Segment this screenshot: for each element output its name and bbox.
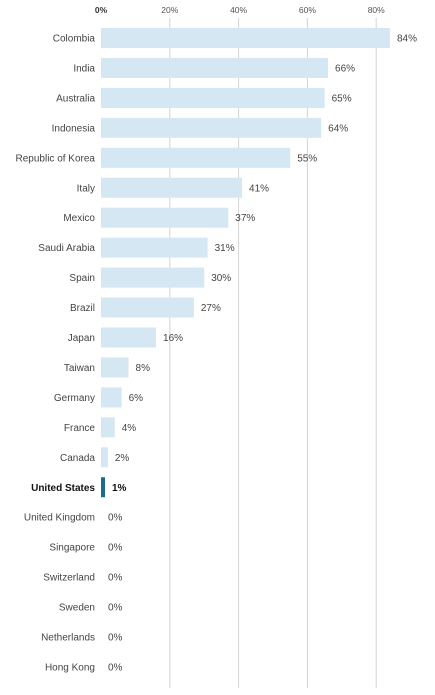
value-label: 6%	[129, 393, 144, 404]
bar	[101, 117, 322, 138]
bar	[101, 297, 194, 318]
category-label: Spain	[69, 273, 95, 284]
value-label: 0%	[108, 603, 123, 614]
value-label: 55%	[297, 153, 317, 164]
value-label: 1%	[112, 483, 127, 494]
bar	[101, 477, 105, 498]
value-label: 0%	[108, 633, 123, 644]
bar	[101, 207, 229, 228]
value-label: 66%	[335, 63, 355, 74]
category-label: Canada	[60, 453, 95, 464]
category-label: Brazil	[70, 303, 95, 314]
value-label: 41%	[249, 183, 269, 194]
value-label: 2%	[115, 453, 130, 464]
category-label: India	[73, 63, 95, 74]
value-label: 8%	[136, 363, 151, 374]
value-label: 0%	[108, 662, 123, 673]
x-tick-label: 60%	[299, 5, 316, 15]
category-label: France	[64, 423, 96, 434]
value-label: 0%	[108, 543, 123, 554]
category-label: Sweden	[59, 603, 95, 614]
value-labels: 84% 66% 65% 64% 55% 41% 37% 31% 30% 27% 16% 8% 6% 4% 2…	[108, 34, 417, 674]
value-label: 64%	[328, 123, 348, 134]
category-label: Indonesia	[52, 123, 96, 134]
bar	[101, 147, 291, 168]
value-label: 30%	[211, 273, 231, 284]
bar	[101, 357, 129, 378]
x-tick-label: 40%	[230, 5, 247, 15]
category-label: United Kingdom	[24, 513, 95, 524]
bar	[101, 327, 157, 348]
x-tick-label: 80%	[368, 5, 385, 15]
bar	[101, 237, 208, 258]
bar	[101, 28, 390, 48]
bar	[101, 267, 205, 288]
category-label: Hong Kong	[45, 662, 95, 673]
x-axis-ticks: 0% 20% 40% 60% 80%	[95, 5, 385, 15]
category-label: Italy	[77, 183, 95, 194]
bar	[101, 417, 115, 438]
category-label: Switzerland	[43, 573, 95, 584]
category-label: Mexico	[63, 213, 95, 224]
value-label: 65%	[332, 93, 352, 104]
value-label: 4%	[122, 423, 137, 434]
value-label: 27%	[201, 303, 221, 314]
value-label: 37%	[235, 213, 255, 224]
bars	[101, 28, 390, 498]
category-label: Republic of Korea	[16, 153, 96, 164]
category-label: Saudi Arabia	[38, 243, 95, 254]
category-label: Germany	[54, 393, 95, 404]
bar	[101, 87, 325, 108]
value-label: 0%	[108, 573, 123, 584]
value-label: 16%	[163, 333, 183, 344]
category-label: United States	[31, 483, 95, 494]
category-labels: Colombia India Australia Indonesia Republic …	[16, 34, 96, 674]
value-label: 31%	[215, 243, 235, 254]
category-label: Singapore	[49, 543, 95, 554]
category-label: Australia	[56, 93, 95, 104]
category-label: Japan	[68, 333, 95, 344]
x-tick-label: 20%	[161, 5, 178, 15]
value-label: 84%	[397, 34, 417, 45]
bar	[101, 57, 329, 78]
value-label: 0%	[108, 513, 123, 524]
category-label: Colombia	[53, 34, 96, 45]
bar	[101, 447, 108, 468]
x-tick-label: 0%	[95, 5, 108, 15]
category-label: Netherlands	[41, 633, 95, 644]
bar	[101, 177, 243, 198]
bar	[101, 387, 122, 408]
category-label: Taiwan	[64, 363, 95, 374]
